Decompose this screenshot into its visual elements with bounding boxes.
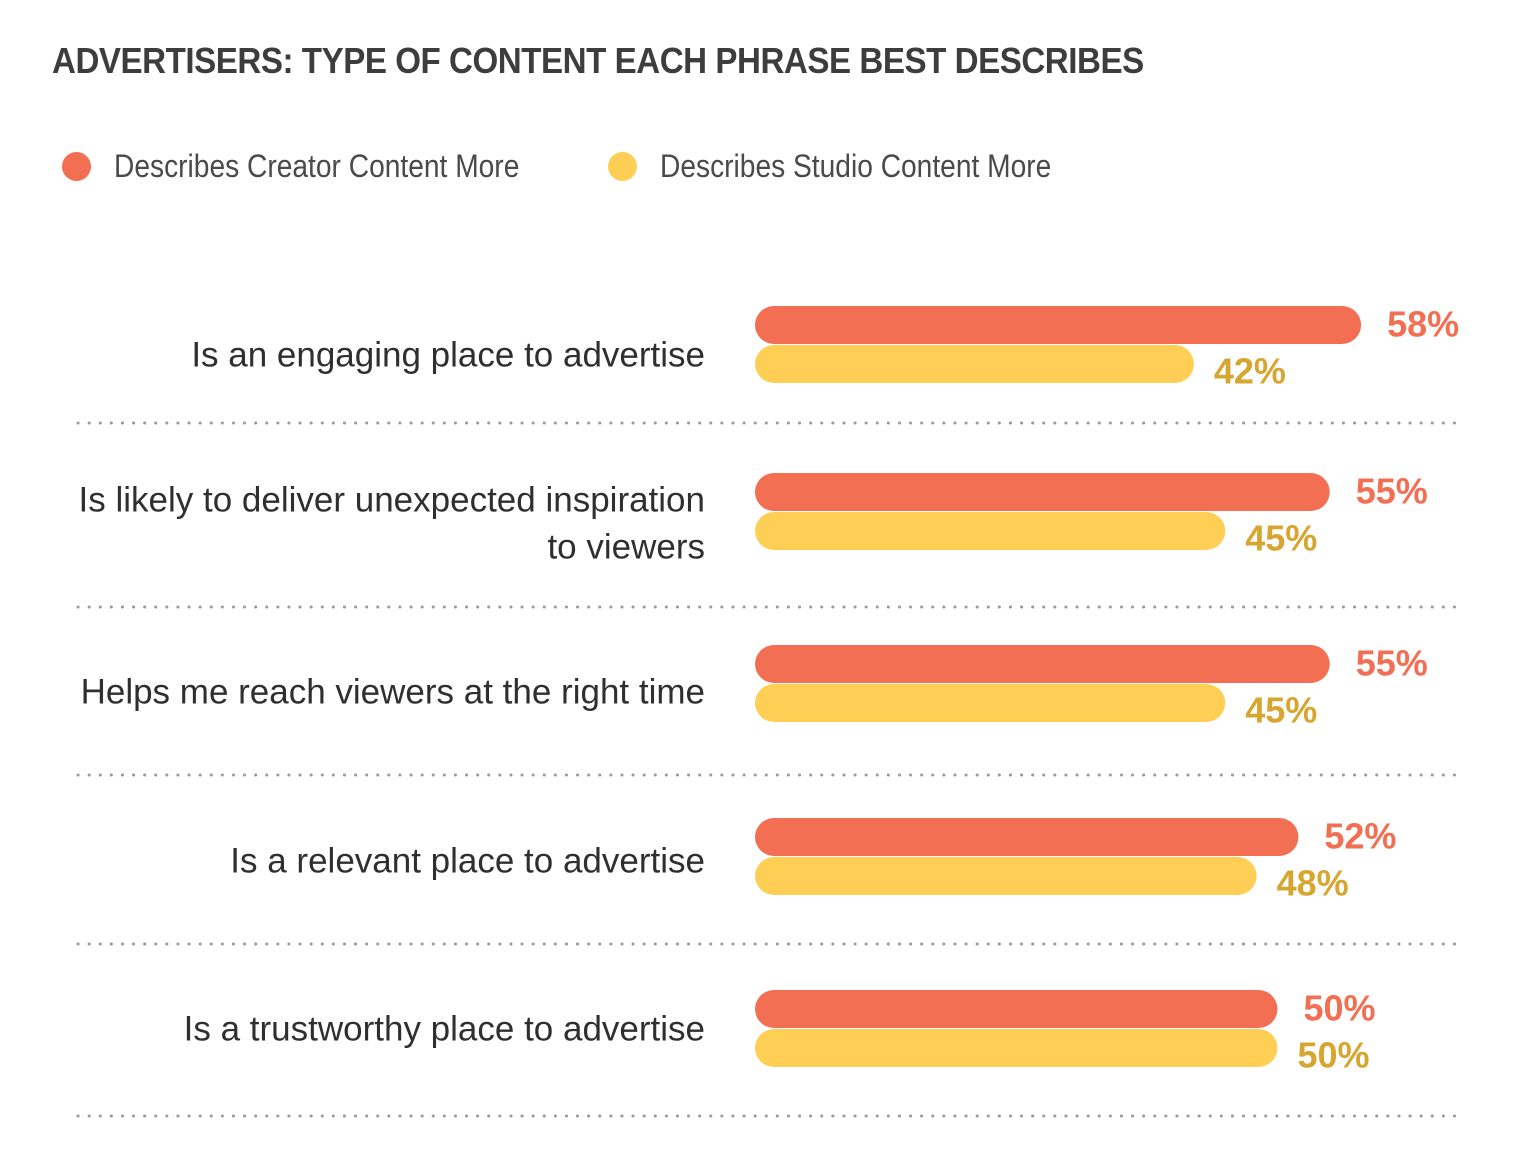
bar-creator: [755, 645, 1330, 683]
bar-studio: [755, 684, 1226, 722]
bar-creator: [755, 473, 1330, 511]
legend-item-studio: Describes Studio Content More: [608, 144, 1105, 188]
bar-studio: [755, 857, 1257, 895]
legend-swatch-studio: [608, 151, 637, 181]
bar-creator: [755, 306, 1362, 344]
value-label-studio: 48%: [1277, 863, 1349, 904]
bar-studio: [755, 512, 1226, 550]
category-label: Is likely to deliver unexpected inspirat…: [79, 480, 705, 519]
legend-label-creator: Describes Creator Content More: [114, 147, 520, 184]
bar-creator: [755, 990, 1278, 1028]
value-label-creator: 55%: [1356, 471, 1428, 512]
category-label: to viewers: [547, 527, 705, 566]
value-label-studio: 42%: [1214, 351, 1286, 392]
category-label: Helps me reach viewers at the right time: [81, 672, 705, 711]
category-label: Is a trustworthy place to advertise: [184, 1009, 705, 1048]
value-label-creator: 50%: [1304, 988, 1376, 1029]
value-label-studio: 45%: [1245, 690, 1317, 731]
legend-item-creator: Describes Creator Content More: [62, 144, 575, 188]
bar-studio: [755, 1029, 1278, 1067]
value-label-creator: 58%: [1387, 304, 1459, 345]
bar-studio: [755, 345, 1194, 383]
value-label-studio: 45%: [1245, 518, 1317, 559]
value-label-studio: 50%: [1298, 1035, 1370, 1076]
category-label: Is a relevant place to advertise: [230, 841, 705, 880]
bar-creator: [755, 818, 1299, 856]
legend-swatch-creator: [62, 151, 91, 181]
value-label-creator: 55%: [1356, 643, 1428, 684]
legend-label-studio: Describes Studio Content More: [660, 147, 1052, 184]
category-label: Is an engaging place to advertise: [191, 335, 705, 374]
value-label-creator: 52%: [1324, 816, 1396, 857]
chart-title: ADVERTISERS: TYPE OF CONTENT EACH PHRASE…: [52, 40, 1144, 81]
